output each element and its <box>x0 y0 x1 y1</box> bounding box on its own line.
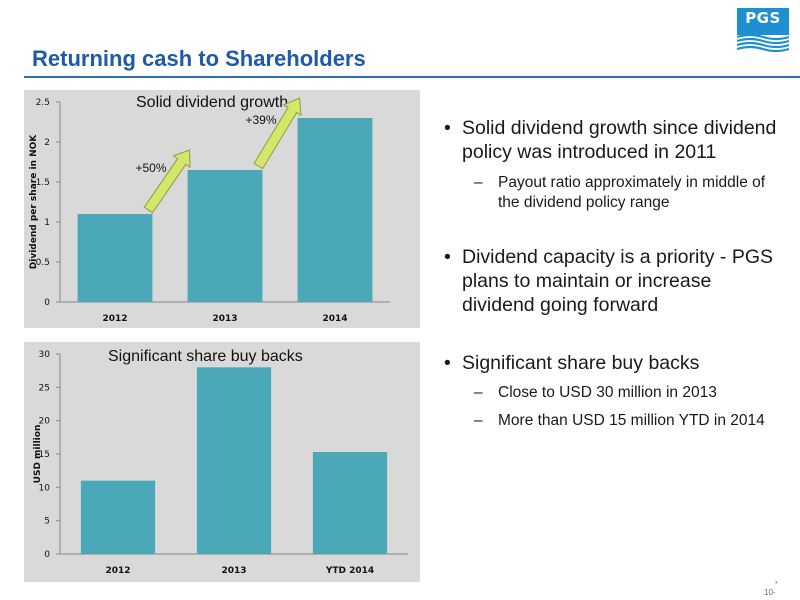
bullet-dot: • <box>444 352 451 374</box>
bar-2012 <box>80 480 156 554</box>
bullet-3-sub-2: – More than USD 15 million YTD in 2014 <box>440 411 780 431</box>
chart-title: Solid dividend growth <box>136 94 288 111</box>
bar-2012 <box>77 214 153 302</box>
sub-bullet-dash: – <box>474 174 483 191</box>
y-tick-label: 20 <box>39 417 51 427</box>
sub-bullet-dash: – <box>474 412 483 429</box>
bullet-2: • Dividend capacity is a priority - PGS … <box>440 245 780 317</box>
growth-arrow-shape <box>143 149 191 214</box>
sub-bullet-dash: – <box>474 384 483 401</box>
logo-text: PGS <box>745 9 781 27</box>
growth-arrow <box>143 149 191 214</box>
x-tick-label: 2013 <box>221 566 246 576</box>
y-tick-label: 30 <box>39 350 51 360</box>
bullet-1-sub-1-text: Payout ratio approximately in middle of … <box>498 174 766 211</box>
bar-2013 <box>196 367 272 554</box>
dividend-chart-svg: Solid dividend growth Dividend per share … <box>29 94 390 324</box>
y-tick-label: 10 <box>39 483 51 493</box>
y-tick-label: 1 <box>44 218 50 228</box>
x-tick-label: 2013 <box>212 314 237 324</box>
bar-2013 <box>187 170 263 302</box>
bullet-2-text: Dividend capacity is a priority - PGS pl… <box>462 246 774 316</box>
bar-ytd-2014 <box>312 452 388 554</box>
bullet-dot: • <box>444 117 451 139</box>
y-tick-label: 5 <box>44 517 50 527</box>
buyback-chart: Significant share buy backs USD million 0 5… <box>24 342 420 582</box>
bullet-1-text: Solid dividend growth since dividend pol… <box>462 117 777 163</box>
growth-label: +39% <box>245 113 276 127</box>
y-tick-label: 0 <box>44 298 50 308</box>
page-number: 10- <box>764 588 776 597</box>
y-tick-label: 25 <box>39 383 50 393</box>
bullet-dot: • <box>444 246 451 268</box>
buyback-chart-svg: Significant share buy backs USD million 0 5… <box>33 348 408 576</box>
bullet-3-sub-1: – Close to USD 30 million in 2013 <box>440 383 780 403</box>
y-tick-label: 0 <box>44 550 50 560</box>
bullet-3: • Significant share buy backs <box>440 351 780 375</box>
bullet-list: • Solid dividend growth since dividend p… <box>440 116 780 431</box>
growth-arrow <box>253 97 302 170</box>
y-tick-label: 0.5 <box>36 258 50 268</box>
x-tick-label: 2012 <box>102 314 127 324</box>
slide-title: Returning cash to Shareholders <box>32 46 366 71</box>
dividend-chart: Solid dividend growth Dividend per share … <box>24 90 420 328</box>
bullet-3-sub-1-text: Close to USD 30 million in 2013 <box>498 384 717 401</box>
y-tick-label: 1.5 <box>36 178 50 188</box>
bar-2014 <box>297 118 373 302</box>
title-divider <box>24 76 800 78</box>
pgs-logo <box>737 8 789 52</box>
x-tick-label: 2014 <box>322 314 347 324</box>
y-axis-label: Dividend per share in NOK <box>29 134 39 269</box>
bullet-3-sub-2-text: More than USD 15 million YTD in 2014 <box>498 412 765 429</box>
x-tick-label: YTD 2014 <box>325 566 374 576</box>
chart-title: Significant share buy backs <box>108 348 303 365</box>
x-tick-label: 2012 <box>105 566 130 576</box>
growth-arrow-shape <box>253 97 302 170</box>
page-mark: • <box>775 578 778 587</box>
growth-label: +50% <box>135 161 166 175</box>
bullet-1: • Solid dividend growth since dividend p… <box>440 116 780 164</box>
y-tick-label: 15 <box>39 450 50 460</box>
bullet-1-sub-1: – Payout ratio approximately in middle o… <box>440 173 780 213</box>
bullet-3-text: Significant share buy backs <box>462 352 700 374</box>
y-axis-label: USD million <box>33 425 43 484</box>
y-tick-label: 2 <box>44 138 50 148</box>
y-tick-label: 2.5 <box>36 98 50 108</box>
